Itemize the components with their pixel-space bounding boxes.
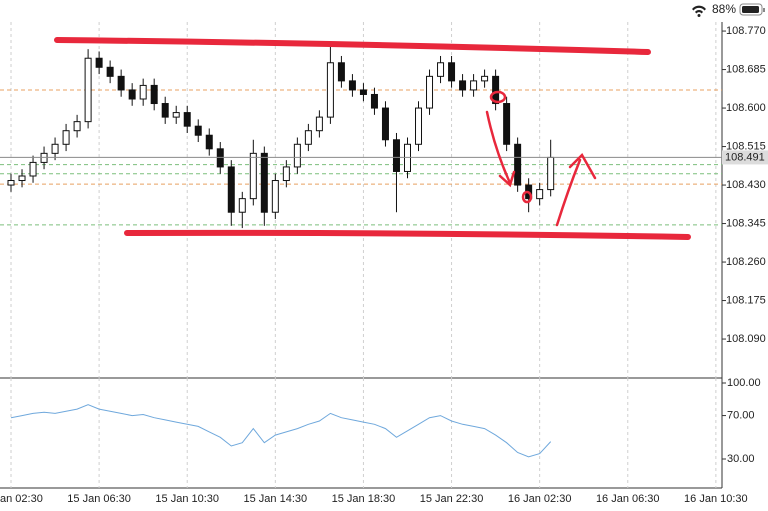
x-tick-label: 15 Jan 22:30	[420, 493, 484, 505]
candle-body	[205, 134, 213, 150]
y-tick-label: 108.175	[726, 294, 766, 306]
resistance-stroke	[54, 37, 651, 55]
candle-body	[117, 75, 125, 91]
x-tick-label: 15 Jan 18:30	[332, 493, 396, 505]
support-stroke	[124, 229, 691, 240]
candle-body	[481, 75, 489, 82]
x-tick-label: 15 Jan 10:30	[155, 493, 219, 505]
candle-body	[194, 125, 202, 136]
circle-mark	[521, 190, 533, 204]
x-tick-label: 15 Jan 14:30	[244, 493, 308, 505]
candle-body	[29, 161, 37, 177]
candle-body	[95, 57, 103, 68]
y-tick-label: 108.515	[726, 140, 766, 152]
y-tick-label: 108.090	[726, 333, 766, 345]
candle-body	[249, 152, 257, 200]
x-tick-label: 16 Jan 06:30	[596, 493, 660, 505]
candle-body	[260, 152, 268, 213]
candle-body	[172, 112, 180, 118]
candle-body	[139, 84, 147, 100]
candle-body	[514, 143, 522, 186]
y2-tick-label: 30.00	[727, 453, 755, 465]
candle-body	[381, 107, 389, 141]
y-tick-label: 108.345	[726, 217, 766, 229]
battery-text: 88%	[712, 2, 736, 16]
y2-tick-label: 100.00	[727, 377, 761, 389]
candle-body	[426, 75, 434, 109]
candle-body	[315, 116, 323, 132]
y-tick-label: 108.685	[726, 63, 766, 75]
candle-body	[337, 62, 345, 82]
candle-body	[448, 62, 456, 82]
candle-body	[18, 175, 26, 182]
x-tick-label: 16 Jan 02:30	[508, 493, 572, 505]
candle-body	[503, 103, 511, 145]
candle-body	[282, 166, 290, 182]
candle-body	[150, 84, 158, 105]
candle-body	[437, 62, 445, 77]
y-tick-label: 108.260	[726, 256, 766, 268]
x-tick-label: 16 Jan 10:30	[684, 493, 748, 505]
last-price-box	[722, 150, 768, 165]
candle-body	[293, 143, 301, 168]
candle-body	[51, 143, 59, 154]
annotations	[54, 37, 691, 240]
candle-body	[470, 80, 478, 91]
candle-body	[84, 57, 92, 123]
up-arrow	[555, 152, 597, 227]
candle-body	[370, 93, 378, 109]
candle-body	[304, 130, 312, 145]
candle-body	[392, 139, 400, 172]
candle-body	[359, 89, 367, 95]
candle-body	[326, 62, 334, 118]
candle-body	[128, 89, 136, 100]
candle-body	[547, 156, 555, 191]
candle-body	[271, 180, 279, 213]
candle-body	[536, 189, 544, 200]
candle-body	[238, 198, 246, 213]
candle-body	[415, 107, 423, 145]
status-bar	[0, 0, 768, 22]
last-price-label: 108.491	[725, 151, 765, 163]
candle-body	[348, 80, 356, 91]
candle-body	[62, 130, 70, 145]
candle-body	[492, 75, 500, 105]
x-tick-label: 15 Jan 02:30	[0, 493, 43, 505]
battery-icon	[739, 3, 765, 16]
wifi-icon	[692, 5, 706, 17]
y-tick-label: 108.600	[726, 102, 766, 114]
oscillator-line	[10, 404, 552, 458]
down-arrow	[485, 110, 516, 188]
candle-body	[106, 66, 114, 77]
y2-tick-label: 70.00	[727, 409, 755, 421]
candle-body	[183, 112, 191, 127]
y-tick-label: 108.430	[726, 179, 766, 191]
y-tick-label: 108.770	[726, 25, 766, 37]
candle-body	[73, 121, 81, 132]
candle-body	[7, 180, 15, 186]
circle-mark	[489, 90, 507, 104]
candle-body	[227, 166, 235, 213]
candle-body	[161, 103, 169, 118]
x-tick-label: 15 Jan 06:30	[67, 493, 131, 505]
candle-body	[459, 80, 467, 91]
plot-area: 15 Jan 02:30 15 Jan 06:30 15 Jan 10:30 15 J…	[0, 22, 768, 505]
